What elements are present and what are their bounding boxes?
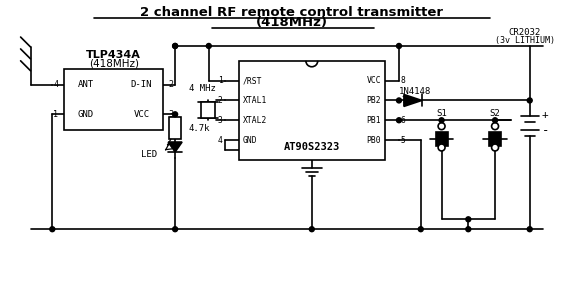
Text: +: + — [541, 110, 548, 120]
Circle shape — [310, 227, 314, 232]
Text: TLP434A: TLP434A — [86, 50, 141, 60]
Text: XTAL1: XTAL1 — [242, 96, 267, 105]
Text: 1: 1 — [218, 76, 223, 85]
Text: 3: 3 — [218, 116, 223, 125]
Text: S1: S1 — [436, 109, 447, 118]
Circle shape — [466, 217, 471, 222]
Circle shape — [492, 123, 499, 130]
Text: -: - — [541, 124, 549, 137]
Circle shape — [397, 118, 401, 123]
Circle shape — [397, 98, 401, 103]
Bar — [238, 61, 385, 160]
Text: 5: 5 — [401, 136, 406, 144]
Text: PB2: PB2 — [367, 96, 381, 105]
Circle shape — [438, 144, 445, 151]
Polygon shape — [404, 95, 422, 106]
Circle shape — [173, 43, 178, 48]
Text: LED: LED — [141, 150, 157, 159]
Circle shape — [492, 144, 499, 151]
Text: 1N4148: 1N4148 — [399, 87, 431, 96]
Polygon shape — [168, 142, 182, 152]
Circle shape — [206, 43, 211, 48]
Circle shape — [397, 43, 401, 48]
Circle shape — [527, 98, 532, 103]
Text: 2: 2 — [218, 96, 223, 105]
Text: PB0: PB0 — [367, 136, 381, 144]
Text: 8: 8 — [401, 76, 406, 85]
Text: 4: 4 — [53, 80, 58, 89]
Text: 7: 7 — [401, 96, 406, 105]
Bar — [489, 132, 501, 146]
Text: VCC: VCC — [133, 110, 150, 119]
Text: (418MHz): (418MHz) — [256, 16, 328, 29]
Text: 1: 1 — [53, 110, 58, 119]
Bar — [64, 69, 164, 130]
Text: 2 channel RF remote control transmitter: 2 channel RF remote control transmitter — [141, 6, 443, 19]
Circle shape — [173, 43, 178, 48]
Text: AT90S2323: AT90S2323 — [284, 142, 340, 152]
Text: 2: 2 — [168, 80, 173, 89]
Bar — [201, 103, 215, 118]
Text: (418MHz): (418MHz) — [89, 59, 139, 69]
Text: 4 MHz: 4 MHz — [189, 84, 216, 93]
Text: VCC: VCC — [367, 76, 381, 85]
Text: 3: 3 — [168, 110, 173, 119]
Circle shape — [466, 227, 471, 232]
Circle shape — [527, 227, 532, 232]
Circle shape — [492, 118, 498, 123]
Circle shape — [50, 227, 55, 232]
Text: PB1: PB1 — [367, 116, 381, 125]
Text: XTAL2: XTAL2 — [242, 116, 267, 125]
Circle shape — [418, 227, 423, 232]
Text: /RST: /RST — [242, 76, 262, 85]
Text: 4: 4 — [218, 136, 223, 144]
Text: 6: 6 — [401, 116, 406, 125]
Text: S2: S2 — [489, 109, 500, 118]
Circle shape — [439, 118, 444, 123]
Circle shape — [173, 112, 178, 117]
Circle shape — [438, 123, 445, 130]
Bar — [169, 117, 181, 139]
Text: GND: GND — [242, 136, 257, 144]
Text: CR2032: CR2032 — [509, 28, 541, 37]
Text: GND: GND — [78, 110, 94, 119]
Text: (3v LITHIUM): (3v LITHIUM) — [495, 35, 555, 45]
Text: 4.7k: 4.7k — [189, 124, 210, 133]
Text: ANT: ANT — [78, 80, 94, 89]
Bar — [436, 132, 447, 146]
Text: D-IN: D-IN — [131, 80, 152, 89]
Circle shape — [173, 227, 178, 232]
